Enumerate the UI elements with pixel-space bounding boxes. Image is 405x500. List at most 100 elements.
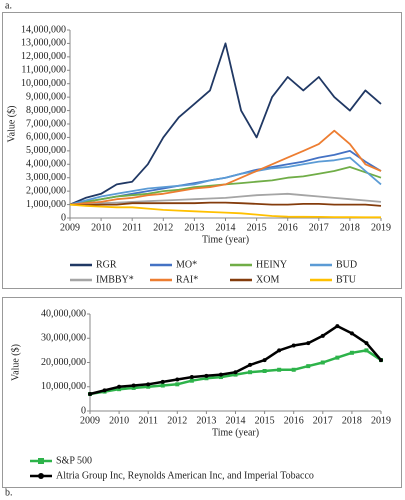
- legend-marker: [38, 458, 44, 464]
- y-tick-label: 6,000,000: [26, 132, 66, 143]
- point: [379, 358, 383, 363]
- point: [320, 360, 325, 365]
- x-tick-label: 2017: [313, 415, 333, 426]
- y-tick-label: 10,000,000: [41, 381, 86, 392]
- series-line: [69, 201, 382, 207]
- point: [306, 341, 311, 346]
- legend-marker: [38, 473, 44, 479]
- legend-label: RAI*: [176, 274, 198, 285]
- x-tick-label: 2010: [91, 222, 111, 233]
- x-tick-label: 2018: [342, 415, 362, 426]
- panel-frame: [2, 12, 402, 289]
- y-tick-label: 10,000,000: [21, 78, 66, 89]
- panel-label: a.: [5, 0, 12, 11]
- legend-label: XOM: [256, 274, 279, 285]
- x-tick-label: 2016: [284, 415, 304, 426]
- x-tick-label: 2019: [371, 222, 391, 233]
- legend-label: IMBBY*: [96, 274, 134, 285]
- y-axis-label: Value ($): [6, 106, 17, 143]
- x-tick-label: 2011: [122, 222, 142, 233]
- point: [320, 333, 325, 338]
- point: [175, 377, 180, 382]
- y-tick-label: 12,000,000: [21, 51, 66, 62]
- point: [306, 364, 311, 369]
- point: [146, 384, 151, 389]
- x-tick-label: 2011: [138, 415, 158, 426]
- series-line: [69, 203, 381, 219]
- x-tick-label: 2014: [226, 415, 246, 426]
- point: [218, 372, 223, 377]
- panel-label: b.: [5, 487, 13, 498]
- x-tick-label: 2012: [153, 222, 173, 233]
- y-tick-label: 40,000,000: [41, 308, 86, 319]
- point: [364, 348, 369, 353]
- point: [364, 341, 369, 346]
- point: [248, 370, 253, 375]
- point: [88, 392, 92, 397]
- y-tick-label: 7,000,000: [26, 118, 66, 129]
- point: [277, 348, 282, 353]
- point: [117, 387, 122, 392]
- point: [262, 358, 267, 363]
- legend-label: RGR: [96, 259, 117, 270]
- point: [218, 375, 223, 380]
- point: [233, 370, 238, 375]
- point: [349, 331, 354, 336]
- point: [291, 367, 296, 372]
- y-tick-label: 2,000,000: [26, 185, 66, 196]
- x-tick-label: 2017: [309, 222, 329, 233]
- x-tick-label: 2013: [184, 222, 204, 233]
- y-tick-label: 30,000,000: [41, 333, 86, 344]
- series-line: [69, 192, 382, 206]
- y-tick-label: 14,000,000: [21, 24, 66, 35]
- legend-label: HEINY: [256, 259, 287, 270]
- x-tick-label: 2009: [60, 222, 80, 233]
- point: [262, 368, 267, 373]
- x-tick-label: 2013: [196, 415, 216, 426]
- point: [102, 388, 107, 393]
- y-tick-label: 1,000,000: [26, 199, 66, 210]
- series-line: [69, 42, 382, 206]
- point: [117, 384, 122, 389]
- x-tick-label: 2009: [80, 415, 100, 426]
- y-axis-label: Value ($): [10, 344, 21, 381]
- y-tick-label: 0: [61, 212, 66, 223]
- x-axis-label: Time (year): [202, 234, 249, 245]
- point: [146, 382, 151, 387]
- y-tick-label: 20,000,000: [41, 357, 86, 368]
- point: [160, 383, 165, 388]
- point: [160, 379, 165, 384]
- legend-label: BTU: [336, 274, 357, 285]
- x-tick-label: 2018: [340, 222, 360, 233]
- y-tick-label: 3,000,000: [26, 172, 66, 183]
- point: [175, 382, 180, 387]
- x-tick-label: 2014: [216, 222, 236, 233]
- x-tick-label: 2010: [109, 415, 129, 426]
- point: [189, 375, 194, 380]
- y-tick-label: 0: [81, 405, 86, 416]
- y-tick-label: 5,000,000: [26, 145, 66, 156]
- legend-label: MO*: [176, 259, 197, 270]
- point: [248, 362, 253, 367]
- point: [189, 378, 194, 383]
- x-tick-label: 2019: [371, 415, 391, 426]
- y-tick-label: 11,000,000: [21, 65, 66, 76]
- point: [335, 355, 340, 360]
- x-tick-label: 2015: [255, 415, 275, 426]
- panel-frame: [2, 297, 402, 488]
- point: [291, 343, 296, 348]
- x-tick-label: 2016: [278, 222, 298, 233]
- legend-label: S&P 500: [56, 455, 92, 466]
- y-tick-label: 8,000,000: [26, 105, 66, 116]
- y-tick-label: 9,000,000: [26, 91, 66, 102]
- legend-label: BUD: [336, 259, 357, 270]
- series-line: [69, 129, 382, 206]
- x-axis-label: Time (year): [212, 427, 259, 438]
- y-tick-label: 4,000,000: [26, 159, 66, 170]
- point: [335, 324, 340, 329]
- point: [131, 383, 136, 388]
- point: [349, 350, 354, 355]
- point: [204, 373, 209, 378]
